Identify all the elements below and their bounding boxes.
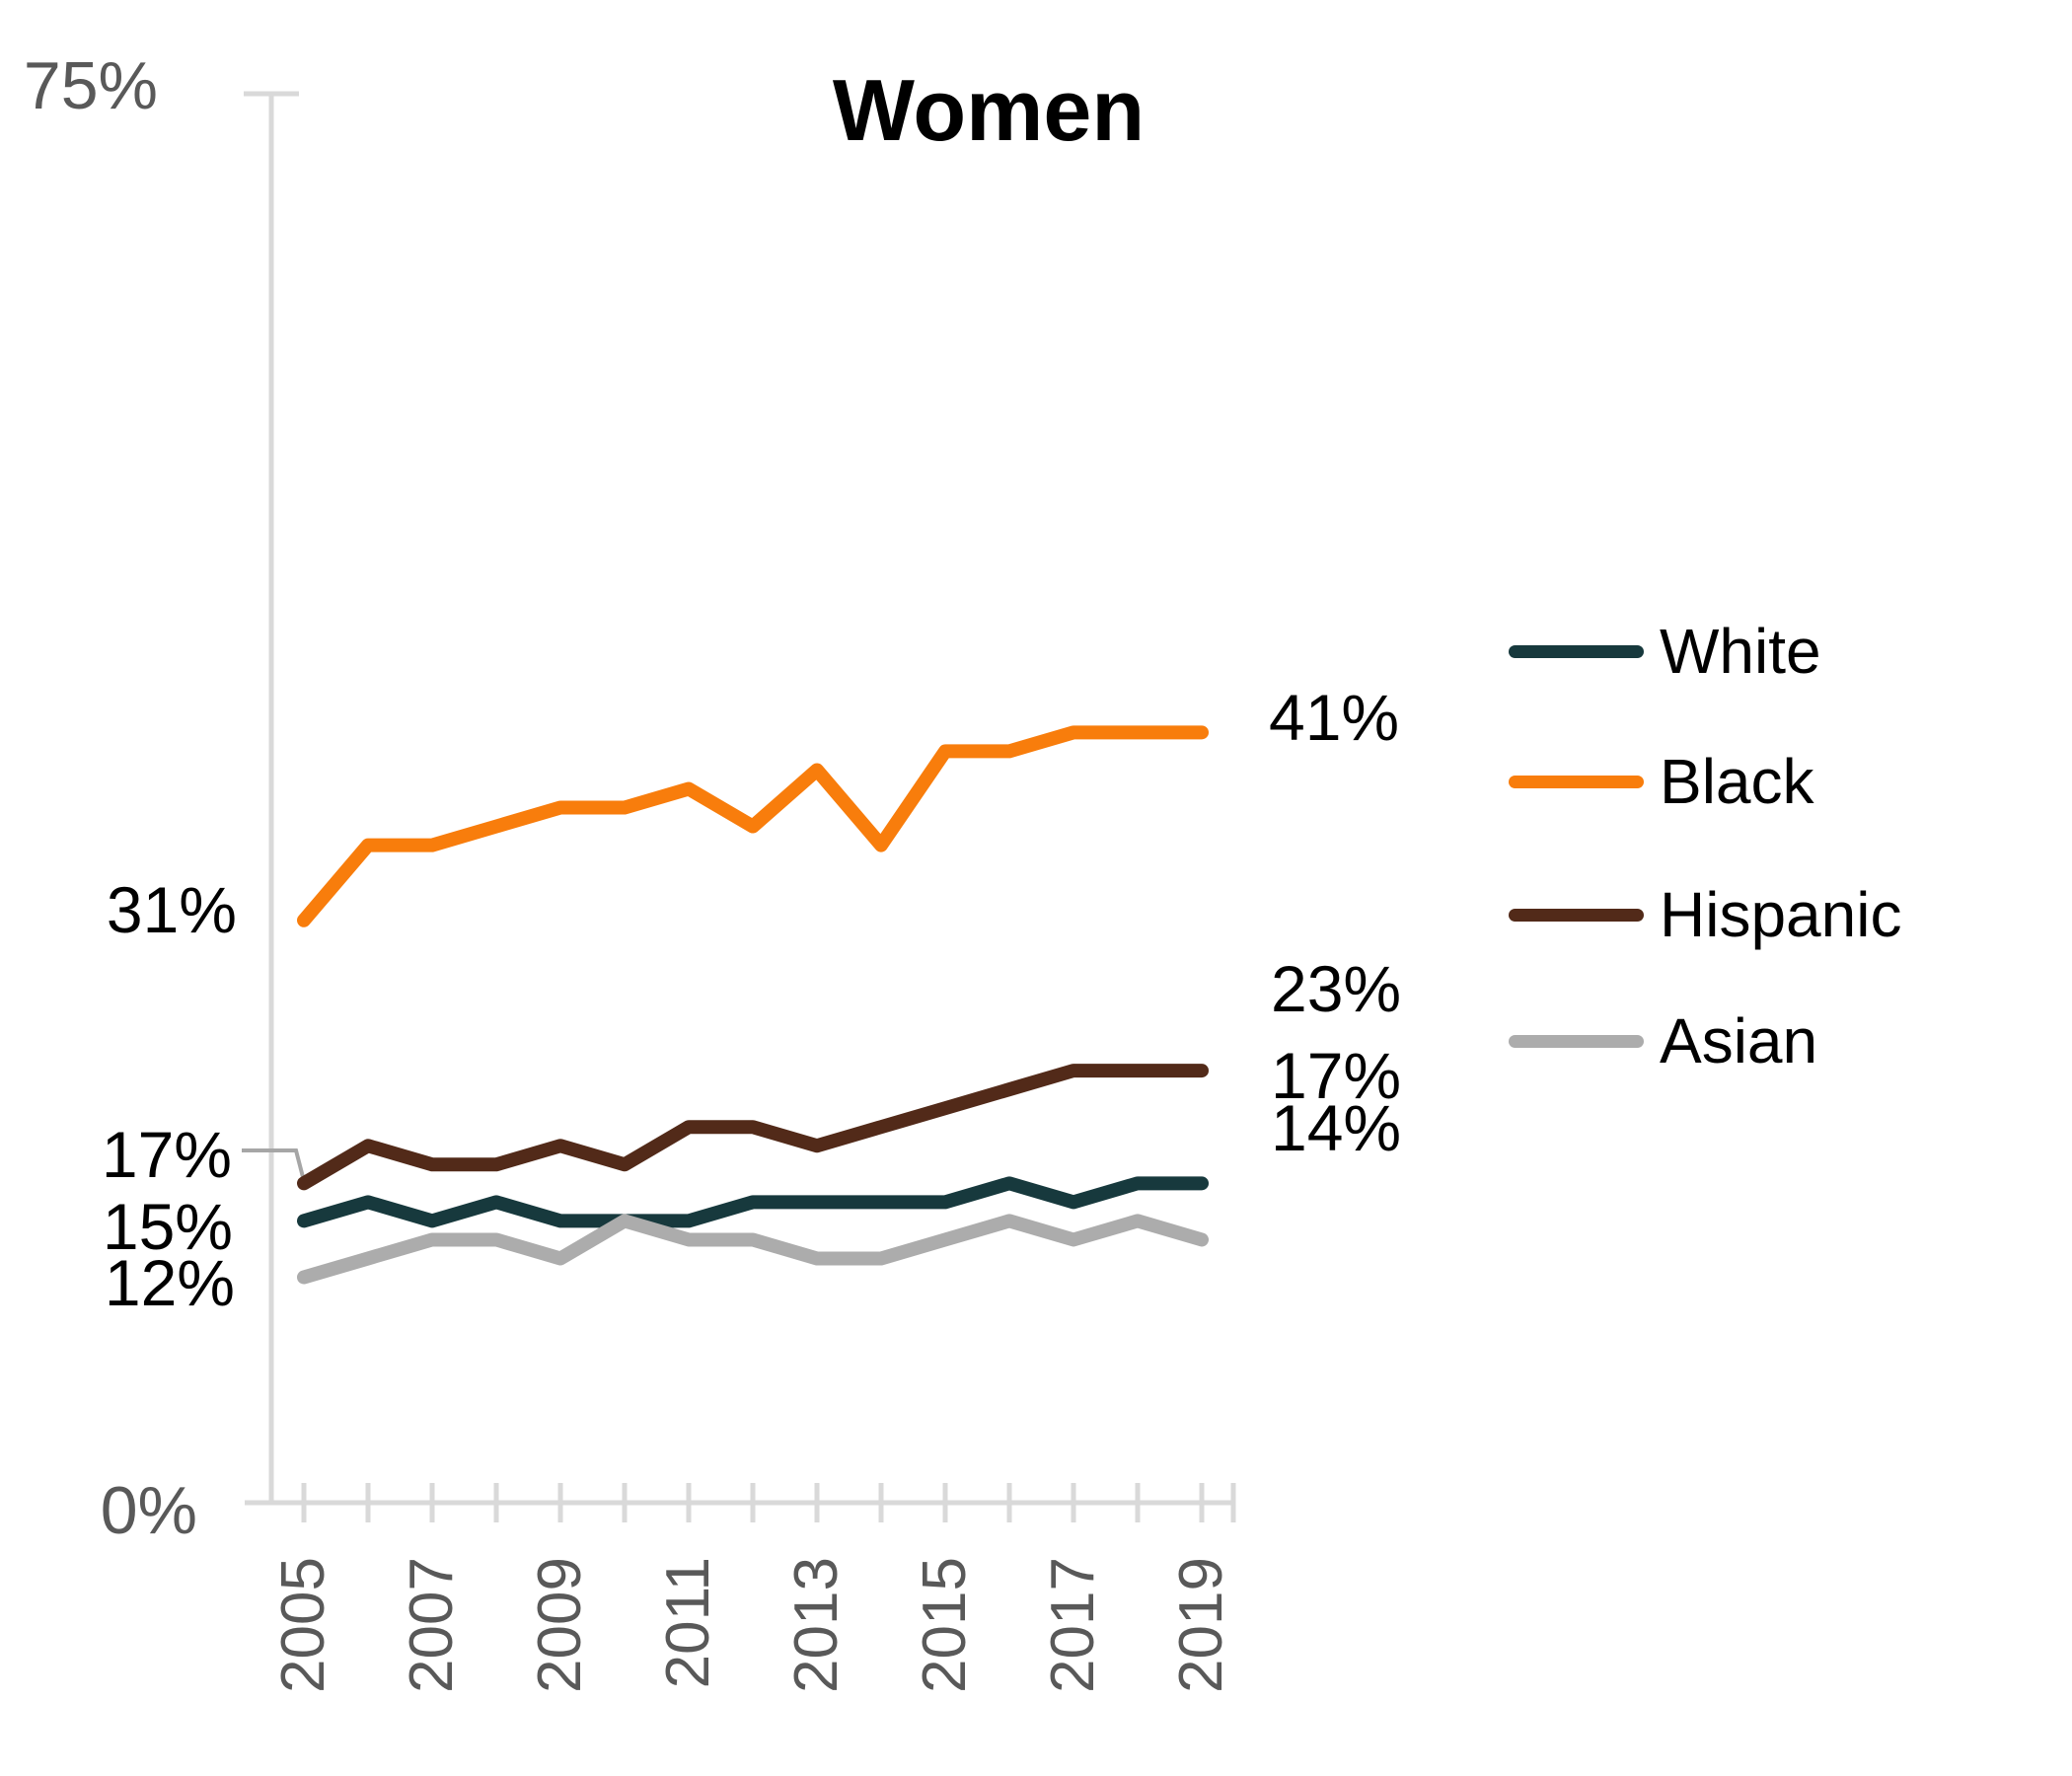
legend-swatch-white-line	[1509, 644, 1644, 658]
legend-item-white: White	[1509, 619, 1821, 684]
legend-item-hispanic: Hispanic	[1509, 882, 1901, 947]
legend-label-black: Black	[1660, 746, 1814, 817]
x-axis-label-2009: 2009	[526, 1557, 594, 1693]
series-line-asian	[297, 1214, 1209, 1285]
y-axis-min-label: 0%	[100, 1473, 197, 1548]
x-axis-label-2019: 2019	[1167, 1557, 1235, 1693]
data-label-white-start: 15%	[102, 1190, 233, 1263]
legend-swatch-black-line	[1509, 775, 1644, 788]
series-line-black	[297, 725, 1209, 927]
data-label-hispanic-start: 17%	[101, 1118, 232, 1191]
legend-swatch-asian-line	[1509, 1034, 1644, 1048]
legend-item-black: Black	[1509, 749, 1814, 814]
x-axis-label-2015: 2015	[911, 1557, 979, 1693]
x-axis-label-2011: 2011	[654, 1557, 722, 1689]
x-axis-label-2007: 2007	[398, 1557, 466, 1693]
series-line-hispanic	[297, 1064, 1209, 1191]
x-axis-label-2013: 2013	[782, 1557, 851, 1693]
legend-label-white: White	[1660, 616, 1821, 687]
series-line-white	[297, 1176, 1209, 1228]
data-label-black-end: 41%	[1269, 681, 1400, 754]
y-axis-max-label: 75%	[23, 48, 158, 123]
data-label-white-end: 17%	[1271, 1039, 1402, 1112]
legend-item-asian: Asian	[1509, 1008, 1817, 1073]
data-label-asian-end: 14%	[1271, 1091, 1402, 1164]
legend-swatch-hispanic-line	[1509, 908, 1644, 922]
data-label-asian-start: 12%	[104, 1246, 235, 1319]
legend-label-asian: Asian	[1660, 1005, 1818, 1076]
legend-label-hispanic: Hispanic	[1660, 879, 1902, 950]
leader-line-hispanic-start-label	[242, 1148, 305, 1178]
x-axis-label-2017: 2017	[1039, 1557, 1107, 1693]
data-label-black-start: 31%	[106, 873, 237, 946]
x-axis-label-2005: 2005	[269, 1557, 337, 1693]
chart-title: Women	[832, 61, 1146, 159]
data-label-hispanic-end: 23%	[1271, 952, 1402, 1025]
